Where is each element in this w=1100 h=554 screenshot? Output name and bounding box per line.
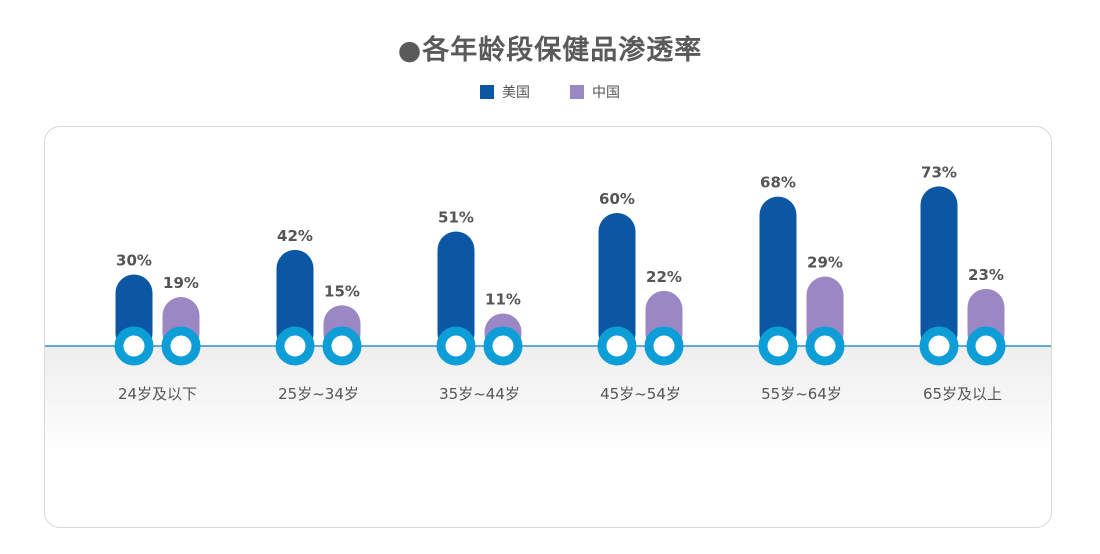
value-label-china-3: 22% — [646, 268, 682, 286]
bar-usa-4 — [759, 196, 797, 352]
value-label-usa-2: 51% — [438, 208, 474, 226]
baseline-marker-usa-1 — [275, 326, 315, 366]
chart-panel: 30% 19% 24岁及以下 42% 15% 25岁~34岁 51% 11% 35岁~44岁 60… — [44, 126, 1052, 528]
value-label-usa-4: 68% — [760, 174, 796, 192]
value-label-usa-1: 42% — [277, 227, 313, 245]
baseline-marker-china-5 — [966, 326, 1006, 366]
baseline-marker-usa-2 — [436, 326, 476, 366]
baseline-marker-usa-4 — [758, 326, 798, 366]
value-label-china-5: 23% — [968, 266, 1004, 284]
value-label-usa-5: 73% — [921, 163, 957, 181]
legend: 美国 中国 — [0, 82, 1100, 102]
legend-label-china: 中国 — [592, 85, 620, 101]
chart-plot: 30% 19% 24岁及以下 42% 15% 25岁~34岁 51% 11% 35岁~44岁 60… — [45, 163, 1051, 456]
baseline-marker-china-3 — [644, 326, 684, 366]
value-label-china-0: 19% — [163, 274, 199, 292]
chart-title: ●各年龄段保健品渗透率 — [397, 35, 703, 66]
value-label-china-4: 29% — [807, 254, 843, 272]
baseline-marker-usa-3 — [597, 326, 637, 366]
legend-swatch-china — [570, 85, 584, 99]
bar-usa-3 — [598, 213, 636, 352]
category-label-0: 24岁及以下 — [118, 385, 197, 403]
value-label-usa-0: 30% — [116, 252, 152, 270]
category-label-2: 35岁~44岁 — [439, 385, 520, 403]
value-label-usa-3: 60% — [599, 190, 635, 208]
category-label-1: 25岁~34岁 — [278, 385, 359, 403]
legend-label-usa: 美国 — [502, 85, 530, 101]
baseline-marker-china-2 — [483, 326, 523, 366]
baseline-marker-china-1 — [322, 326, 362, 366]
category-label-5: 65岁及以上 — [923, 385, 1002, 403]
value-label-china-2: 11% — [485, 290, 521, 308]
floor-shade — [45, 346, 1051, 456]
bar-usa-2 — [437, 231, 475, 352]
value-label-china-1: 15% — [324, 282, 360, 300]
bar-usa-1 — [276, 249, 314, 352]
category-label-4: 55岁~64岁 — [761, 385, 842, 403]
baseline-marker-china-4 — [805, 326, 845, 366]
baseline-marker-china-0 — [161, 326, 201, 366]
legend-swatch-usa — [480, 85, 494, 99]
legend-item-usa: 美国 — [480, 82, 530, 102]
category-label-3: 45岁~54岁 — [600, 385, 681, 403]
legend-item-china: 中国 — [570, 82, 620, 102]
baseline-marker-usa-0 — [114, 326, 154, 366]
baseline-marker-usa-5 — [919, 326, 959, 366]
bar-usa-5 — [920, 186, 958, 352]
